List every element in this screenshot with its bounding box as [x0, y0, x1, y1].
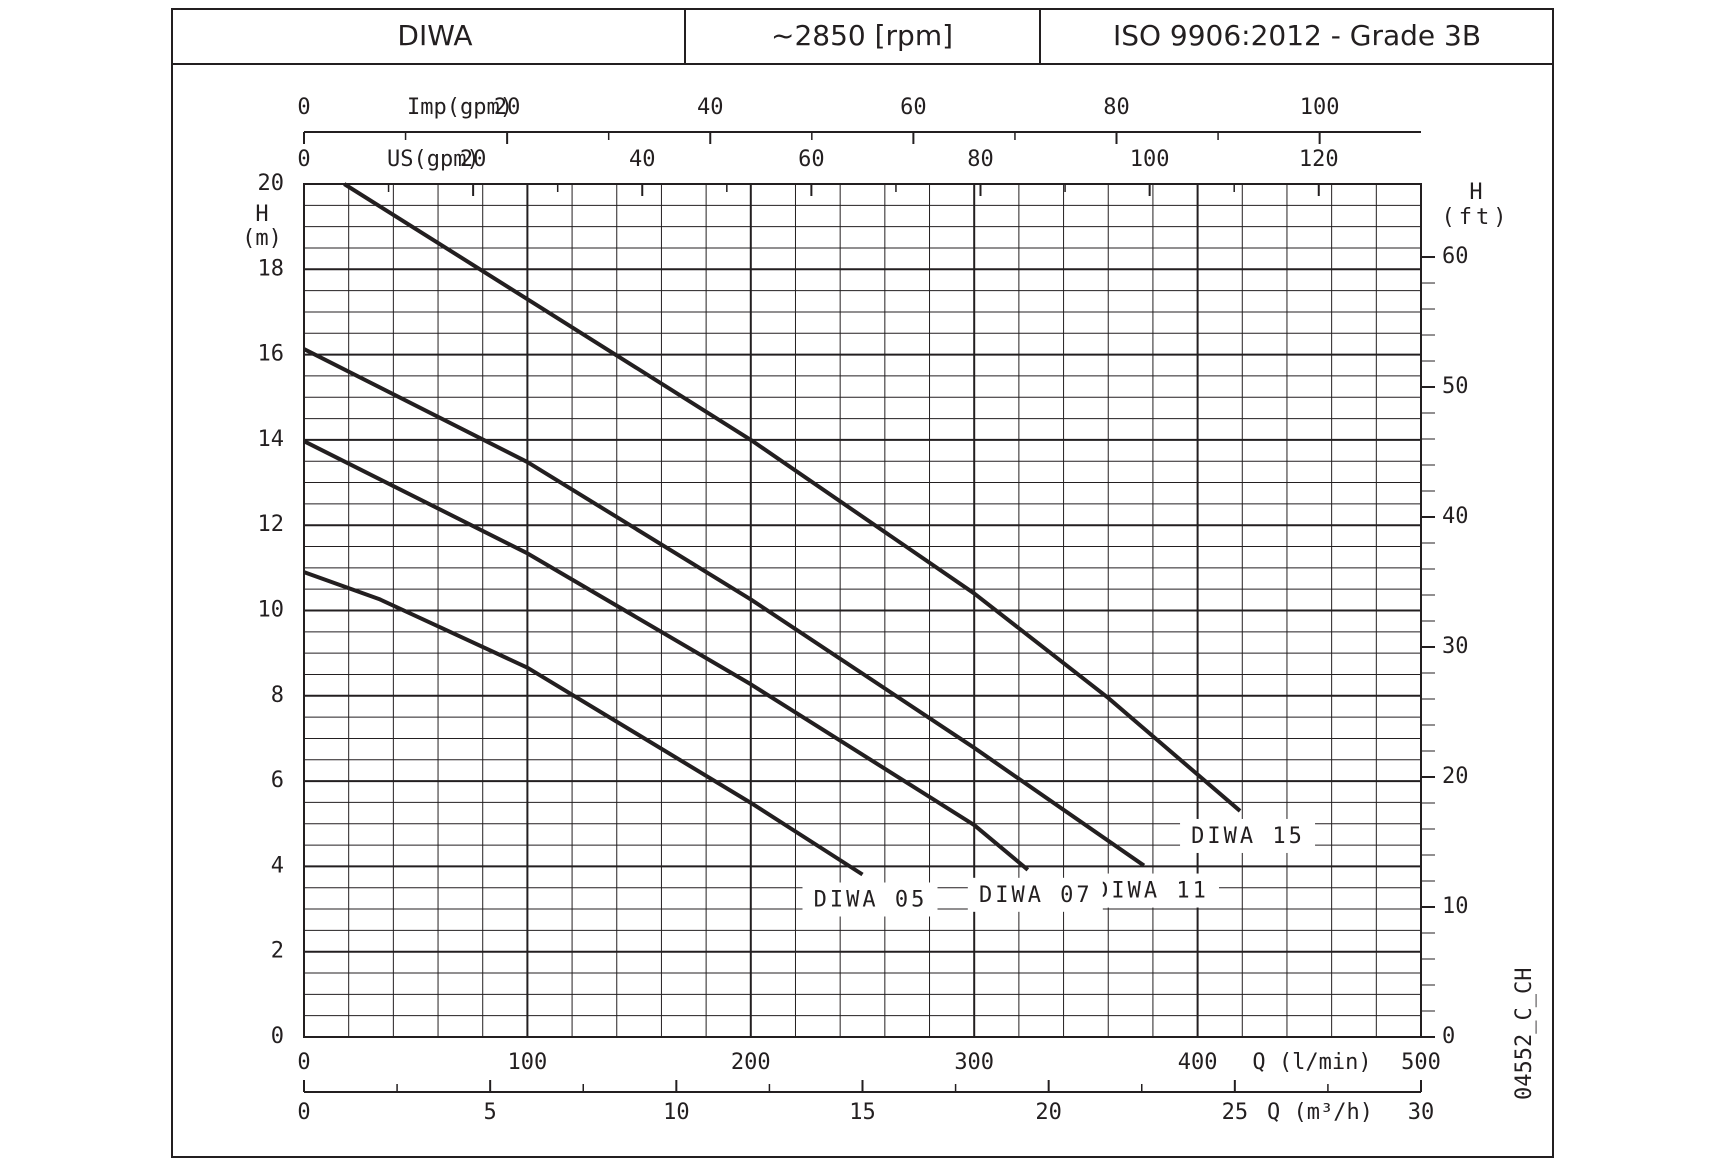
- axis-tick-label: 60: [798, 147, 825, 172]
- axis-tick-label: 40: [697, 95, 724, 120]
- y-tick-label: 12: [258, 512, 285, 537]
- x-axis-label: Q (l/min): [1252, 1050, 1371, 1075]
- axis-tick-label: 15: [849, 1100, 876, 1125]
- axis-tick-label: 80: [1103, 95, 1130, 120]
- axis-tick-label: 120: [1299, 147, 1339, 172]
- y-tick-label: 20: [258, 171, 285, 196]
- header-cell: ISO 9906:2012 - Grade 3B: [1113, 19, 1481, 52]
- axis-tick-label: 20: [1035, 1100, 1062, 1125]
- x-tick-label: 0: [297, 1050, 310, 1075]
- axis-tick-label: 20: [494, 95, 521, 120]
- y2-tick-label: 40: [1442, 504, 1469, 529]
- y2-tick-label: 50: [1442, 374, 1469, 399]
- y-tick-label: 2: [271, 939, 284, 964]
- axis-tick-label: 80: [967, 147, 994, 172]
- x-tick-label: 100: [508, 1050, 548, 1075]
- curve: [303, 439, 1030, 872]
- plot-border: [303, 183, 1422, 1038]
- y-tick-label: 0: [271, 1024, 284, 1049]
- curve: [303, 570, 864, 877]
- axis-label: US(gpm): [387, 147, 480, 172]
- y-tick-label: 18: [258, 256, 285, 281]
- curve-label: DIWA 11: [1095, 879, 1209, 904]
- axis-tick-label: 0: [297, 1100, 310, 1125]
- y-tick-label: 10: [258, 598, 285, 623]
- y2-tick-label: 30: [1442, 634, 1469, 659]
- y-axis-label: (m): [242, 226, 282, 251]
- label-bg: [802, 882, 938, 917]
- y2-axis-label: (ft): [1442, 205, 1511, 230]
- curve-label: DIWA 05: [814, 888, 928, 913]
- label-bg: [1083, 873, 1219, 908]
- curve-label: DIWA 07: [979, 883, 1093, 908]
- drawing-code: 04552_C_CH: [1512, 968, 1537, 1100]
- axis-tick-label: 25: [1222, 1100, 1249, 1125]
- y2-tick-label: 0: [1442, 1024, 1455, 1049]
- y2-tick-label: 20: [1442, 764, 1469, 789]
- frame: [171, 8, 1554, 1158]
- axis-tick-label: 100: [1300, 95, 1340, 120]
- axis-tick-label: 60: [900, 95, 927, 120]
- y2-tick-label: 60: [1442, 244, 1469, 269]
- y-tick-label: 16: [258, 342, 285, 367]
- axis-tick-label: 100: [1130, 147, 1170, 172]
- axis-tick-label: 40: [629, 147, 656, 172]
- x-tick-label: 400: [1178, 1050, 1218, 1075]
- axis-label: Q (m³/h): [1267, 1100, 1373, 1125]
- x-tick-label: 500: [1401, 1050, 1441, 1075]
- x-tick-label: 300: [954, 1050, 994, 1075]
- y-tick-label: 8: [271, 683, 284, 708]
- curve: [343, 182, 1242, 813]
- y-tick-label: 4: [271, 853, 284, 878]
- y2-axis-label: H: [1469, 180, 1482, 205]
- y-tick-label: 14: [258, 427, 285, 452]
- label-bg: [967, 877, 1103, 912]
- header-cell: ~2850 [rpm]: [771, 19, 953, 52]
- y-tick-label: 6: [271, 768, 284, 793]
- axis-label: Imp(gpm): [407, 95, 513, 120]
- curve: [303, 347, 1146, 868]
- axis-tick-label: 10: [663, 1100, 690, 1125]
- axis-tick-label: 5: [484, 1100, 497, 1125]
- curve-label: DIWA 15: [1191, 824, 1305, 849]
- axis-tick-label: 20: [460, 147, 487, 172]
- axis-tick-label: 0: [297, 95, 310, 120]
- axis-tick-label: 30: [1408, 1100, 1435, 1125]
- x-tick-label: 200: [731, 1050, 771, 1075]
- y2-tick-label: 10: [1442, 894, 1469, 919]
- header-cell: DIWA: [397, 19, 472, 52]
- label-bg: [1180, 818, 1316, 853]
- axis-tick-label: 0: [297, 147, 310, 172]
- y-axis-label: H: [255, 202, 268, 227]
